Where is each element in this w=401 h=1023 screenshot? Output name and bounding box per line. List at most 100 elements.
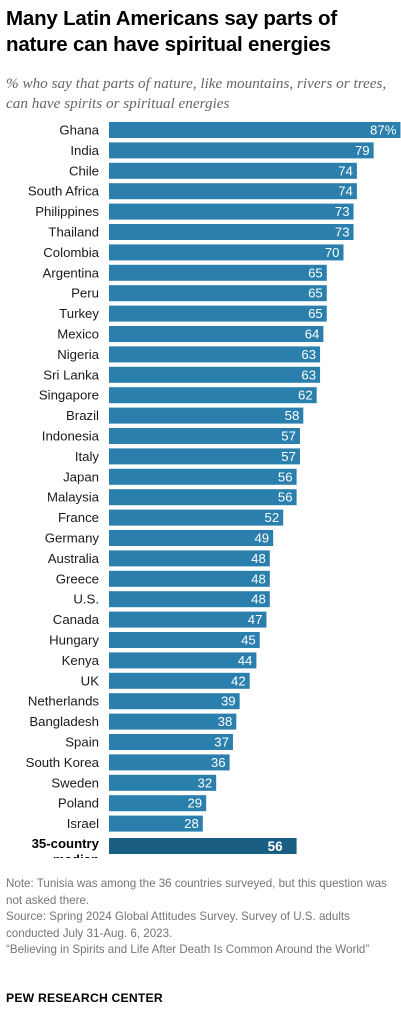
category-label: Philippines <box>35 204 99 219</box>
bar <box>109 346 321 363</box>
bar <box>109 142 374 159</box>
median-bar <box>109 838 297 854</box>
bar <box>109 550 270 567</box>
bar <box>109 122 401 138</box>
data-label: 65 <box>308 286 323 301</box>
data-label: 74 <box>338 163 353 178</box>
bar-chart: Ghana 87% India 79 Chile 74 South Africa 74 Phil… <box>26 122 401 858</box>
bar <box>109 428 300 444</box>
bar <box>109 183 357 200</box>
bar <box>109 734 233 750</box>
bar <box>109 611 267 628</box>
bar <box>109 203 354 220</box>
data-label: 57 <box>281 449 296 464</box>
bar <box>109 387 317 404</box>
bar <box>109 326 324 342</box>
data-label: 47 <box>248 612 263 627</box>
bar <box>109 693 240 710</box>
source-text: Source: Spring 2024 Global Attitudes Sur… <box>6 910 350 940</box>
data-label: 63 <box>301 347 316 362</box>
note-text: Note: Tunisia was among the 36 countries… <box>6 877 387 907</box>
category-label: Brazil <box>66 408 99 423</box>
bar <box>109 224 354 240</box>
data-label: 39 <box>221 694 236 709</box>
category-label: Ghana <box>59 123 99 138</box>
category-label: Sri Lanka <box>43 367 99 382</box>
bar <box>109 530 274 546</box>
bar <box>109 795 207 812</box>
data-label: 73 <box>335 204 350 219</box>
bar <box>109 632 260 648</box>
bar <box>109 713 237 730</box>
category-label: U.S. <box>73 592 99 607</box>
chart-title: Many Latin Americans say parts of nature… <box>6 7 337 56</box>
category-label: Canada <box>53 612 100 627</box>
median-label: median <box>53 852 99 858</box>
bar <box>109 244 344 261</box>
category-label: Chile <box>69 163 99 178</box>
category-label: Italy <box>75 449 100 464</box>
bar <box>109 489 297 506</box>
data-label: 38 <box>218 714 233 729</box>
bar <box>109 162 357 179</box>
data-label: 58 <box>285 408 300 423</box>
data-label: 29 <box>187 796 202 811</box>
data-label: 48 <box>251 551 266 566</box>
report-title: “Believing in Spirits and Life After Dea… <box>6 943 370 956</box>
data-label: 28 <box>184 816 199 831</box>
category-label: Mexico <box>57 327 99 342</box>
data-label: 62 <box>298 388 313 403</box>
category-label: Thailand <box>48 225 99 240</box>
data-label: 48 <box>251 592 266 607</box>
category-label: Bangladesh <box>29 714 99 729</box>
category-label: Sweden <box>51 775 99 790</box>
bar <box>109 652 257 669</box>
data-label: 56 <box>278 469 293 484</box>
category-label: Turkey <box>59 306 99 321</box>
category-label: Spain <box>65 735 99 750</box>
data-label: 64 <box>305 327 320 342</box>
bar <box>109 509 284 526</box>
data-label: 57 <box>281 429 296 444</box>
data-label: 87% <box>370 123 397 138</box>
category-label: South Korea <box>26 755 100 770</box>
category-label: India <box>70 143 99 158</box>
bar <box>109 305 327 322</box>
data-label: 45 <box>241 633 256 648</box>
category-label: Germany <box>45 531 100 546</box>
category-label: Malaysia <box>47 490 100 505</box>
data-label: 36 <box>211 755 226 770</box>
median-label: 35-country <box>32 836 100 851</box>
data-label: 65 <box>308 306 323 321</box>
category-label: Kenya <box>62 653 100 668</box>
bar <box>109 774 217 791</box>
data-label: 70 <box>325 245 340 260</box>
bar <box>109 468 297 485</box>
bar <box>109 448 300 465</box>
data-label: 44 <box>238 653 253 668</box>
category-label: UK <box>81 673 100 688</box>
data-label: 73 <box>335 225 350 240</box>
category-label: Japan <box>63 469 99 484</box>
bar <box>109 285 327 302</box>
category-label: Australia <box>48 551 100 566</box>
data-label: 52 <box>265 510 280 525</box>
bar <box>109 570 270 587</box>
bar <box>109 264 327 281</box>
data-label: 42 <box>231 673 246 688</box>
category-label: Poland <box>58 796 99 811</box>
category-label: Colombia <box>43 245 99 260</box>
data-label: 79 <box>355 143 370 158</box>
data-label: 56 <box>278 490 293 505</box>
category-label: Argentina <box>43 265 100 280</box>
category-label: Indonesia <box>42 429 100 444</box>
bar <box>109 672 250 689</box>
bar <box>109 591 270 608</box>
data-label: 37 <box>214 735 229 750</box>
footnotes: Note: Tunisia was among the 36 countries… <box>6 876 398 959</box>
category-label: Hungary <box>49 633 99 648</box>
brand-logo-text: PEW RESEARCH CENTER <box>6 991 163 1005</box>
category-label: Peru <box>71 286 99 301</box>
data-label: 63 <box>301 367 316 382</box>
data-label: 49 <box>254 531 269 546</box>
